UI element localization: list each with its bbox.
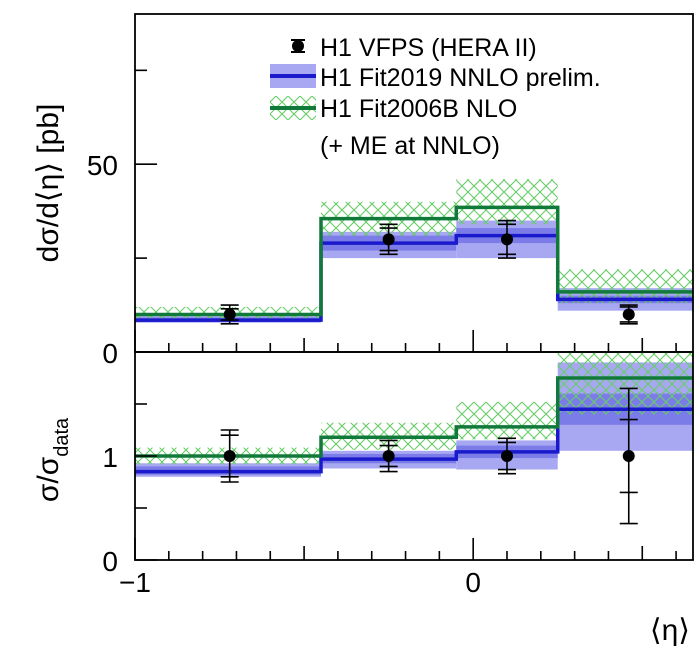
xs-ytick-label: 50 [87, 150, 118, 181]
ratio-ytick-label: 1 [102, 442, 118, 473]
ratio-xtick-label: 0 [465, 567, 481, 598]
ratio-label-main: σ/σ [32, 456, 65, 502]
y-axis-label-top: dσ/d⟨η⟩ [pb] [32, 104, 65, 263]
xs-fit2006-line [135, 205, 693, 317]
legend: H1 VFPS (HERA II) H1 Fit2019 NNLO prelim… [270, 34, 601, 160]
ratio-fit2006-band-2 [456, 401, 558, 440]
ratio-xtick-label: −1 [119, 567, 151, 598]
xs-ytick-label: 0 [102, 338, 118, 369]
xs-data-point-1 [379, 223, 398, 256]
xs-fit2006-band-3 [557, 269, 693, 304]
legend-entry-data: H1 VFPS (HERA II) [291, 34, 537, 62]
legend-label-fit2006-note: (+ ME at NNLO) [320, 132, 500, 160]
xs-data-point-3 [619, 304, 638, 325]
ratio-ytick-label: 0 [102, 546, 118, 577]
cross-section-panel: 0 50 dσ/d⟨η⟩ [pb] [32, 13, 694, 369]
ratio-label-subscript: data [51, 417, 73, 457]
legend-entry-fit2019: H1 Fit2019 NNLO prelim. [270, 64, 601, 92]
ratio-data-point-2 [498, 437, 516, 475]
ratio-fit2006-band-3 [557, 352, 693, 415]
y-axis-label-ratio: σ/σdata [32, 417, 73, 502]
x-axis-label: ⟨η⟩ [650, 614, 690, 647]
ratio-panel: 01−1 0 σ/σdata ⟨η⟩ [32, 351, 694, 647]
ratio-data-point-0 [220, 429, 239, 483]
legend-entry-fit2006: H1 Fit2006B NLO (+ ME at NNLO) [270, 95, 517, 160]
ratio-data-point-1 [379, 439, 398, 473]
legend-label-data: H1 VFPS (HERA II) [320, 34, 537, 62]
legend-label-fit2006: H1 Fit2006B NLO [320, 95, 517, 123]
xs-data-point-0 [220, 304, 239, 325]
ratio-data-point-3 [619, 387, 638, 525]
xs-data-point-2 [498, 219, 516, 259]
ratio-fit2006-line [135, 376, 693, 458]
xs-fit2006-band-2 [456, 179, 558, 225]
legend-marker-data [292, 40, 304, 52]
legend-label-fit2019: H1 Fit2019 NNLO prelim. [320, 64, 601, 92]
